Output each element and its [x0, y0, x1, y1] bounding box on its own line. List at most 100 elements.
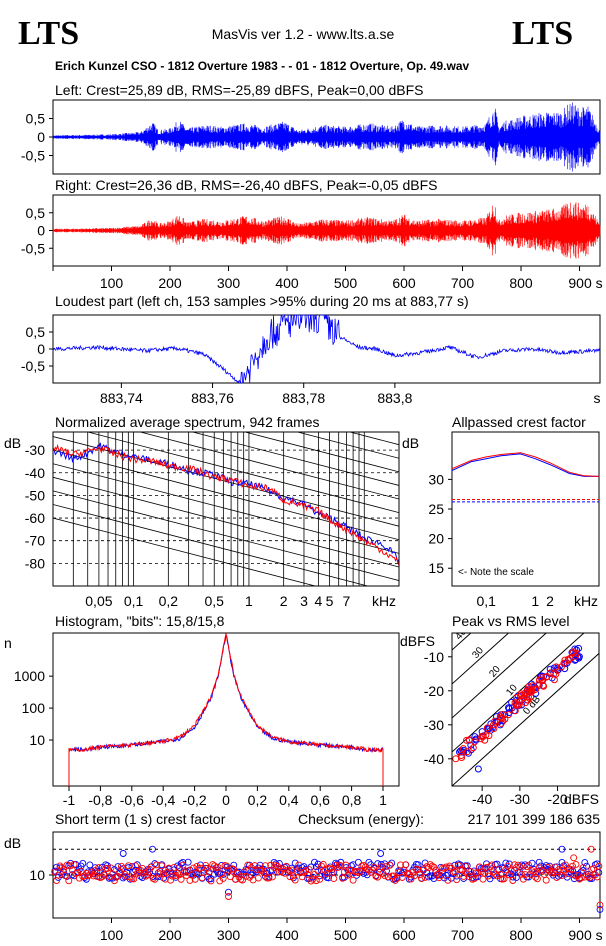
x-tick-label: kHz: [372, 593, 396, 609]
x-tick-label: 0: [222, 792, 230, 808]
point-right: [478, 732, 486, 740]
point-left: [467, 746, 475, 754]
diagonal-label: 40: [453, 626, 469, 642]
crest-point-right: [137, 866, 145, 874]
point-left: [508, 698, 516, 706]
crest-point-right: [205, 868, 213, 876]
x-tick-label: kHz: [574, 593, 598, 609]
crest-point-right: [216, 877, 224, 885]
point-right: [491, 717, 499, 725]
crest-point-left: [318, 867, 325, 874]
crest-point-left: [260, 865, 268, 873]
crest-point-right: [354, 869, 362, 877]
crest-point-right: [61, 872, 69, 879]
crest-point-right: [572, 860, 580, 868]
crest-point-right: [484, 872, 492, 880]
crest-point-right: [225, 866, 232, 874]
crest-point-right: [96, 874, 104, 882]
crest-point-right: [179, 861, 187, 869]
crest-point-right: [132, 862, 139, 870]
crest-point-left: [91, 864, 99, 872]
crest-point-left: [79, 860, 87, 867]
crest-point-right: [163, 869, 171, 876]
crest-point-right: [270, 863, 278, 871]
crest-point-right: [342, 861, 350, 869]
x-tick-label: -0,8: [88, 792, 112, 808]
peak-rms-title: Peak vs RMS level: [452, 613, 569, 629]
crest-point-right: [260, 869, 268, 877]
crest-point-left: [414, 861, 422, 869]
file-title: Erich Kunzel CSO - 1812 Overture 1983 - …: [55, 59, 470, 73]
y-tick-label: 0,5: [26, 205, 46, 221]
crest-point-right: [151, 875, 159, 883]
x-tick-label: 500: [334, 927, 358, 943]
crest-outlier-right: [596, 901, 604, 909]
crest-point-right: [218, 870, 225, 878]
crest-point-left: [519, 862, 527, 870]
crest-point-left: [546, 862, 554, 870]
point-right: [560, 659, 568, 667]
crest-point-left: [184, 858, 192, 866]
point-right: [498, 714, 506, 722]
crest-point-left: [505, 860, 513, 868]
crest-point-right: [300, 869, 308, 876]
point-right: [469, 744, 477, 752]
crest-point-left: [247, 871, 255, 879]
crest-point-right: [419, 865, 427, 873]
point-right: [520, 694, 528, 702]
point-right: [511, 699, 519, 707]
loudest-part-title: Loudest part (left ch, 153 samples >95% …: [55, 293, 469, 309]
crest-point-right: [423, 863, 431, 871]
crest-point-right: [267, 861, 275, 869]
x-tick-label: 883,74: [100, 390, 143, 406]
crest-point-right: [476, 863, 483, 871]
crest-point-left: [583, 862, 590, 870]
point-right: [538, 674, 546, 682]
crest-point-left: [67, 859, 75, 867]
crest-point-right: [584, 873, 592, 880]
point-right: [539, 681, 547, 689]
crest-point-right: [319, 860, 327, 868]
crest-st-ylabel: dB: [4, 835, 21, 851]
crest-point-right: [516, 863, 524, 871]
crest-point-left: [160, 874, 168, 882]
point-right: [552, 663, 560, 671]
point-right: [465, 736, 473, 744]
crest-point-right: [486, 863, 494, 870]
crest-point-right: [233, 869, 241, 877]
crest-point-right: [375, 865, 383, 873]
point-left: [505, 704, 513, 712]
crest-point-right: [158, 862, 166, 870]
crest-point-right: [433, 870, 441, 878]
crest-point-left: [360, 870, 368, 877]
crest-point-right: [126, 873, 134, 881]
spectrum-trace-right: [53, 443, 399, 566]
crest-point-right: [196, 864, 204, 872]
crest-point-right: [593, 873, 601, 881]
crest-point-right: [467, 868, 475, 875]
crest-point-left: [123, 868, 131, 876]
x-tick-label: 0,05: [85, 593, 112, 609]
crest-point-right: [519, 875, 527, 883]
crest-point-right: [304, 870, 311, 878]
crest-point-right: [305, 866, 313, 874]
crest-point-right: [532, 873, 540, 881]
y-tick-label: -50: [25, 487, 45, 503]
crest-point-right: [405, 870, 413, 878]
crest-point-right: [175, 871, 183, 879]
left-waveform-panel: 0,5 0 -0,5: [21, 99, 601, 175]
crest-point-left: [560, 862, 568, 870]
point-left: [474, 765, 482, 773]
crest-point-left: [388, 859, 396, 867]
crest-point-right: [347, 867, 355, 875]
crest-point-right: [81, 872, 89, 880]
x-tick-label: -30: [510, 791, 530, 807]
y-tick-label: 15: [428, 560, 444, 576]
crest-point-right: [184, 867, 192, 875]
crest-point-right: [193, 863, 201, 870]
crest-point-right: [261, 862, 269, 870]
y-tick-label: -40: [25, 465, 45, 481]
crest-point-left: [470, 867, 478, 875]
crest-point-right: [98, 873, 106, 881]
y-tick-label: -30: [424, 717, 444, 733]
